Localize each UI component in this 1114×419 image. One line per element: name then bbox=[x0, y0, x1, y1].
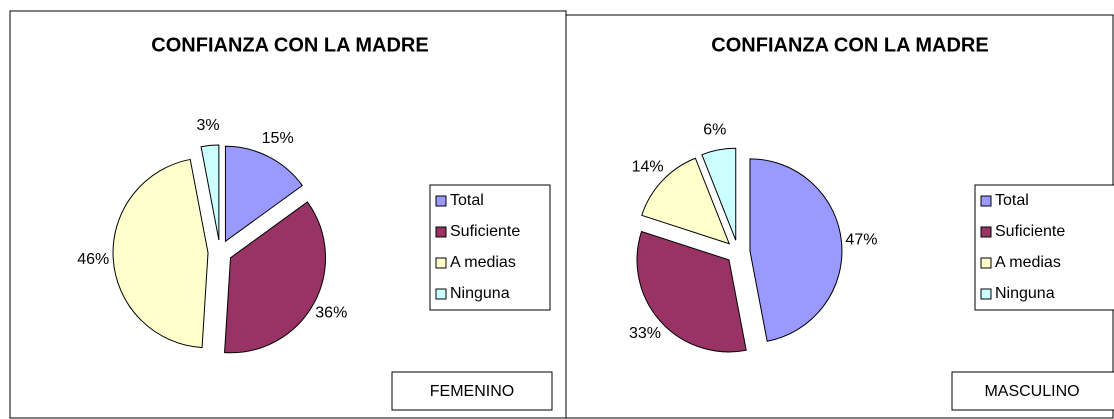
data-label: 3% bbox=[196, 117, 219, 134]
data-label: 14% bbox=[632, 158, 664, 175]
data-label: 46% bbox=[77, 251, 109, 268]
pie-slice bbox=[749, 158, 843, 342]
legend-label: Ninguna bbox=[995, 285, 1055, 302]
annotation: MASCULINO bbox=[984, 383, 1079, 400]
legend-swatch bbox=[435, 288, 447, 300]
data-label: 6% bbox=[703, 121, 726, 138]
legend-label: A medias bbox=[995, 254, 1061, 271]
annotation: FEMENINO bbox=[430, 383, 514, 400]
legend bbox=[429, 184, 551, 311]
legend-label: Suficiente bbox=[450, 223, 520, 240]
pie-slice bbox=[636, 230, 747, 353]
pie-slice bbox=[641, 157, 731, 245]
legend bbox=[974, 184, 1114, 311]
data-label: 33% bbox=[629, 325, 661, 342]
legend-label: Suficiente bbox=[995, 223, 1065, 240]
annotation-box bbox=[391, 371, 553, 411]
legend-label: Total bbox=[995, 192, 1029, 209]
pie-slice bbox=[224, 145, 304, 243]
legend-swatch bbox=[980, 195, 992, 207]
data-label: 36% bbox=[315, 304, 347, 321]
legend-swatch bbox=[980, 257, 992, 269]
pie-slice bbox=[224, 201, 326, 354]
legend-swatch bbox=[980, 288, 992, 300]
chart-title: CONFIANZA CON LA MADRE bbox=[151, 34, 428, 56]
data-label: 15% bbox=[262, 130, 294, 147]
legend-swatch bbox=[980, 226, 992, 238]
annotation-box bbox=[951, 371, 1114, 411]
pie-slice bbox=[701, 147, 737, 241]
pie-slice bbox=[112, 158, 209, 349]
legend-swatch bbox=[435, 226, 447, 238]
data-label: 47% bbox=[845, 232, 877, 249]
legend-label: A medias bbox=[450, 254, 516, 271]
legend-label: Total bbox=[450, 192, 484, 209]
pie-slice bbox=[200, 144, 220, 241]
legend-swatch bbox=[435, 257, 447, 269]
legend-label: Ninguna bbox=[450, 285, 510, 302]
chart-title: CONFIANZA CON LA MADRE bbox=[711, 34, 988, 56]
legend-swatch bbox=[435, 195, 447, 207]
